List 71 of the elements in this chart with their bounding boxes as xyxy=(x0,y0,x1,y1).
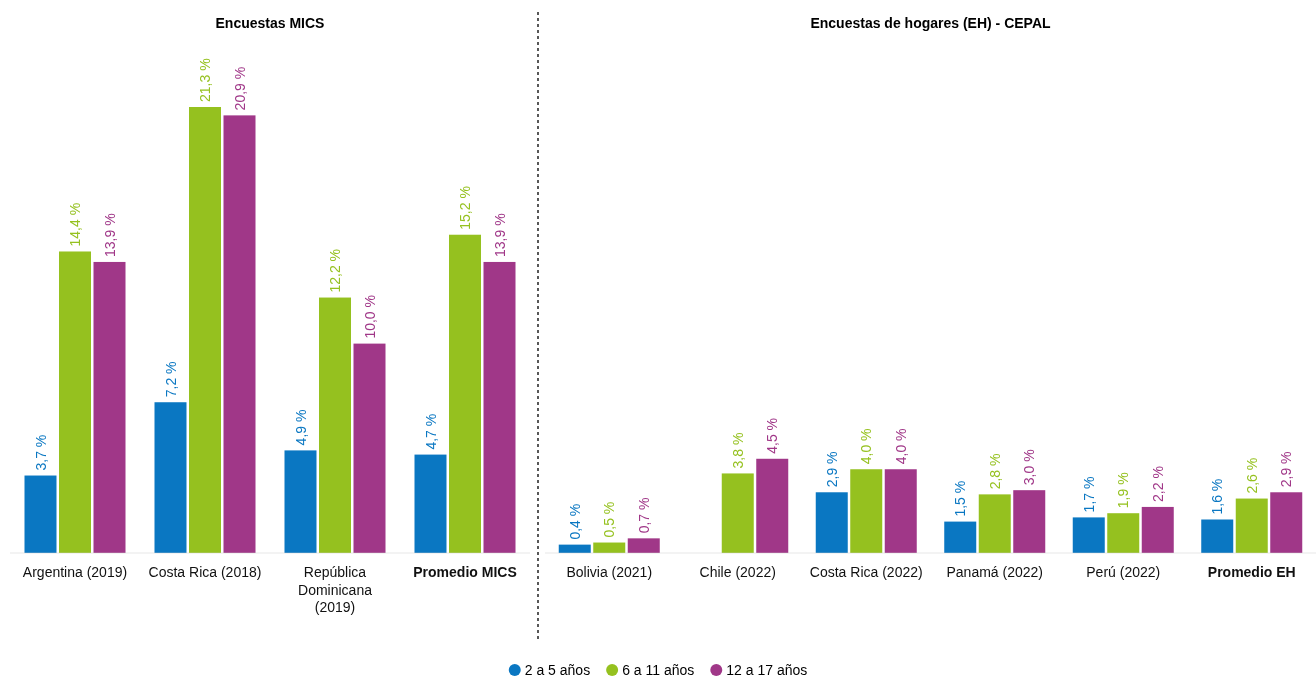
bar xyxy=(721,473,754,553)
bar xyxy=(353,343,386,553)
bar xyxy=(627,538,660,553)
data-label: 20,9 % xyxy=(231,66,248,111)
data-label: 21,3 % xyxy=(197,58,213,102)
bar xyxy=(59,251,91,553)
legend-label: 2 a 5 años xyxy=(524,662,591,678)
data-label: 1,7 % xyxy=(1080,476,1097,513)
data-label: 0,7 % xyxy=(635,497,652,534)
bar xyxy=(449,234,481,553)
bar xyxy=(1013,490,1046,553)
data-label: 14,4 % xyxy=(67,202,83,247)
data-label: 2,2 % xyxy=(1149,466,1166,502)
legend-label: 6 a 11 años xyxy=(622,662,695,678)
x-tick-label: Chile (2022) xyxy=(699,564,776,580)
bar xyxy=(884,469,917,553)
bar xyxy=(1072,517,1105,553)
bar xyxy=(223,115,256,553)
data-label: 4,7 % xyxy=(422,413,439,450)
bar xyxy=(414,454,447,553)
data-label: 4,5 % xyxy=(764,417,781,454)
data-label: 10,0 % xyxy=(361,295,378,339)
bar xyxy=(319,297,351,553)
bar xyxy=(756,458,789,553)
bar xyxy=(1235,498,1268,553)
data-label: 15,2 % xyxy=(457,186,473,230)
data-label: 13,9 % xyxy=(491,213,508,257)
x-tick-label: Costa Rica (2022) xyxy=(809,564,923,580)
x-tick-label: Panamá (2022) xyxy=(946,564,1044,580)
data-label: 0,5 % xyxy=(601,501,618,538)
x-tick-label: Bolivia (2021) xyxy=(566,564,653,580)
x-tick-label: Promedio EH xyxy=(1207,564,1296,580)
data-label: 1,5 % xyxy=(952,480,969,517)
data-label: 4,0 % xyxy=(858,428,875,465)
bar xyxy=(483,261,516,553)
data-label: 2,6 % xyxy=(1243,457,1260,494)
bar xyxy=(1270,492,1303,553)
data-label: 1,9 % xyxy=(1115,472,1132,509)
data-label: 7,2 % xyxy=(162,361,179,398)
bar xyxy=(944,521,977,553)
data-label: 13,9 % xyxy=(101,213,118,257)
x-tick-label: Argentina (2019) xyxy=(22,564,128,580)
bar xyxy=(154,402,187,553)
bar xyxy=(284,450,317,553)
legend-label: 12 a 17 años xyxy=(726,662,808,678)
data-label: 0,4 % xyxy=(566,503,583,540)
bar xyxy=(978,494,1011,553)
bar xyxy=(1201,519,1234,553)
x-tick-label: República Dominicana (2019) xyxy=(298,564,373,615)
data-label: 2,8 % xyxy=(986,453,1003,490)
data-label: 1,6 % xyxy=(1209,478,1226,515)
data-label: 3,7 % xyxy=(32,434,49,471)
bar xyxy=(1107,513,1140,553)
bar xyxy=(815,492,848,553)
chart-title: Encuestas de hogares (EH) - CEPAL xyxy=(810,15,1051,31)
bar xyxy=(93,261,126,553)
data-label: 3,0 % xyxy=(1021,449,1038,486)
bar xyxy=(850,469,883,553)
data-label: 2,9 % xyxy=(823,451,840,488)
x-tick-label: Promedio MICS xyxy=(413,564,517,580)
data-label: 12,2 % xyxy=(327,248,343,293)
data-label: 4,9 % xyxy=(292,409,309,446)
data-label: 3,8 % xyxy=(729,432,746,469)
x-tick-label: Costa Rica (2018) xyxy=(148,564,262,580)
bar xyxy=(1141,506,1174,553)
data-label: 4,0 % xyxy=(892,428,909,465)
data-label: 2,9 % xyxy=(1278,451,1295,488)
chart-title: Encuestas MICS xyxy=(215,15,325,31)
x-tick-label: Perú (2022) xyxy=(1086,564,1161,580)
bar xyxy=(189,107,221,553)
bar xyxy=(24,475,57,553)
